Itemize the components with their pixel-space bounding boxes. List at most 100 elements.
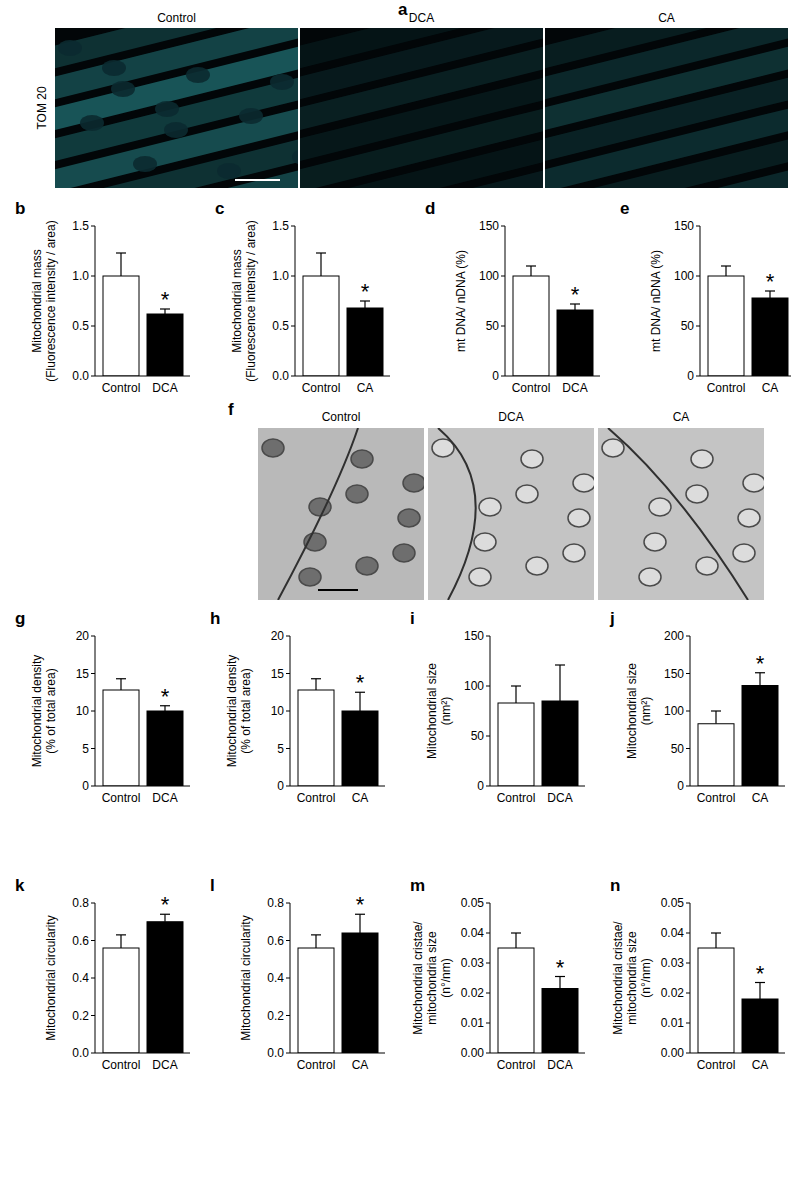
y-tick-label: 150 [664,667,684,681]
marks [103,914,183,1053]
mitochondrion [733,544,755,562]
y-tick [501,326,505,327]
x-axis [490,786,585,787]
panel-letter: g [15,609,25,628]
x-tick-label: Control [302,381,341,395]
y-tick-label: 0 [277,779,284,793]
y-tick [291,226,295,227]
y-tick-label: 1.5 [72,219,89,233]
significance: * [161,684,170,709]
membrane [608,428,748,600]
bar [303,276,339,376]
y-tick-label: 0.8 [72,896,89,910]
x-tick-label: Control [102,791,141,805]
y-tick [291,326,295,327]
y-tick-label: 5 [82,742,89,756]
y-tick [696,226,700,227]
annotations: * [556,955,565,980]
y-tick-label: 10 [271,704,285,718]
y-axis-label: (n°/nm) [439,958,453,997]
x-tick-label: Control [297,1058,336,1072]
marks [698,673,778,786]
marks [708,266,788,376]
y-tick-label: 0.4 [72,971,89,985]
x-axis [690,786,785,787]
bar [147,922,183,1053]
y-tick [686,748,690,749]
y-tick [486,736,490,737]
x-axis [490,1053,585,1054]
bar-chart: mMitochondrial cristae/mitochondria size… [410,876,585,1072]
x-tick-label: Control [102,1058,141,1072]
bar-chart: iMitochondrial size(nm²)050100150Control… [410,609,585,805]
significance: * [756,651,765,676]
nucleus [80,115,104,131]
x-tick-label: CA [762,381,779,395]
y-tick-label: 0 [677,779,684,793]
significance: * [356,892,365,917]
figure: aTOM 20ControlDCACAfControlDCACAbMitocho… [0,0,791,1180]
error-bar [120,679,121,690]
x-tick-label: Control [497,791,536,805]
y-tick [501,376,505,377]
panel-letter: d [425,199,435,218]
panel-letter: a [398,0,408,19]
mitochondrion [738,509,760,527]
y-tick [91,376,95,377]
y-tick [686,993,690,994]
y-tick [91,748,95,749]
image-bg [258,428,424,600]
fiber [545,122,788,188]
image-bg [598,428,764,600]
y-tick-label: 0.02 [461,986,485,1000]
column-label: CA [673,410,690,424]
y-tick-label: 1.0 [272,269,289,283]
x-axis [95,1053,190,1054]
error-bar [725,266,726,276]
y-tick [486,963,490,964]
y-tick-label: 0.0 [267,1046,284,1060]
fiber [55,151,298,188]
y-tick [91,978,95,979]
annotations: * [161,684,170,709]
significance: * [756,961,765,986]
bar-chart: bMitochondrial mass(Fluorescence intensi… [15,199,190,395]
y-axis-label: Mitochondrial circularity [239,915,253,1040]
nucleus [186,67,210,83]
y-tick [91,1053,95,1054]
panel-letter: i [410,609,415,628]
y-tick [91,276,95,277]
significance: * [161,892,170,917]
error-cap [711,710,721,711]
mitochondrion [346,485,368,503]
y-tick-label: 0.04 [661,926,685,940]
error-bar [320,253,321,276]
error-bar [715,711,716,724]
y-tick-label: 0 [477,779,484,793]
mitochondrion [644,533,666,551]
column-label: DCA [409,11,434,25]
x-axis [95,376,190,377]
y-tick [686,636,690,637]
y-tick [91,1015,95,1016]
x-axis [505,376,600,377]
bar [542,701,578,786]
y-tick-label: 5 [277,742,284,756]
y-tick [696,276,700,277]
y-axis-label: (Fluorescence intensity / area) [44,220,58,381]
x-tick-label: Control [102,381,141,395]
significance: * [556,955,565,980]
y-axis [505,226,506,376]
fiber [300,151,543,188]
x-tick-label: CA [752,791,769,805]
mitochondrion [356,557,378,575]
y-axis-label: mt DNA/ nDNA (%) [649,250,663,352]
y-tick-label: 0 [82,779,89,793]
y-axis [290,636,291,786]
error-cap [116,252,126,253]
error-bar [315,935,316,948]
y-tick-label: 0.6 [72,934,89,948]
y-tick [286,903,290,904]
annotations: * [161,287,170,312]
mitochondrion [686,485,708,503]
